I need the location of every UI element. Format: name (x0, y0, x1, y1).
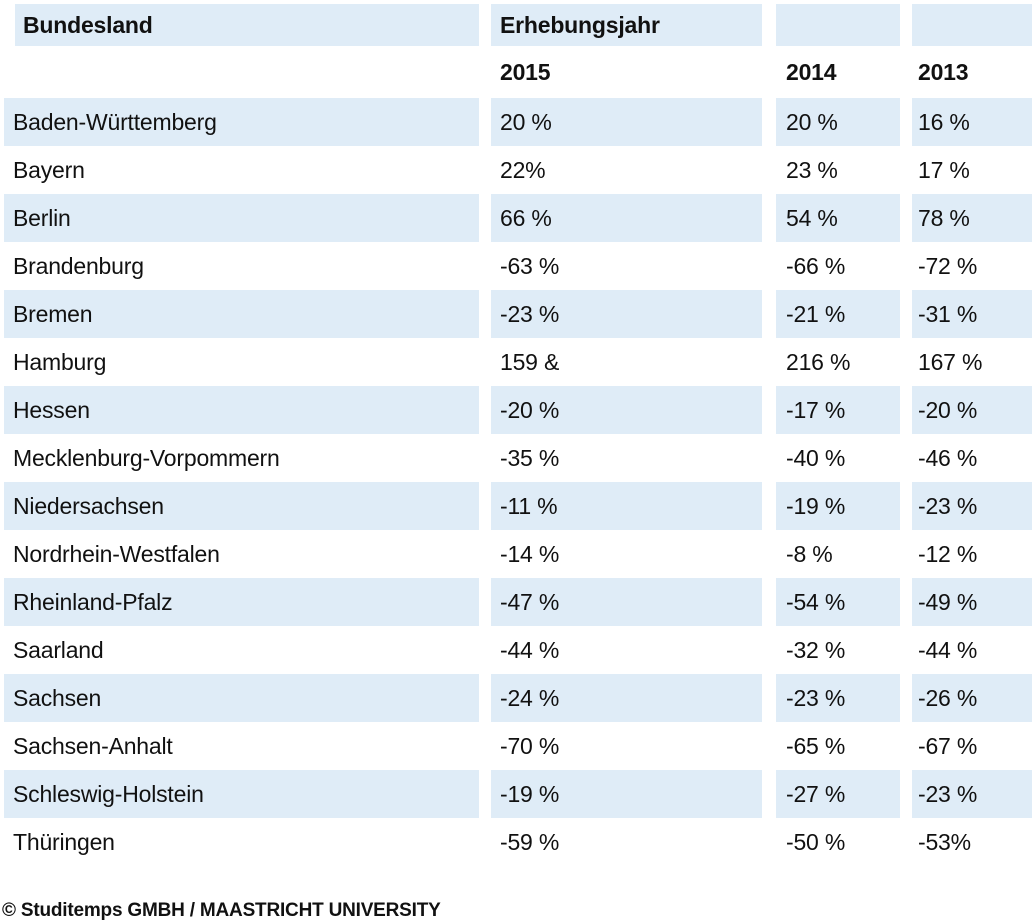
table-body: Baden-Württemberg 20 % 20 % 16 % Bayern … (0, 98, 1032, 866)
value-2015: -14 % (500, 540, 560, 567)
state-name: Bayern (13, 156, 85, 183)
value-2014: -17 % (776, 386, 900, 434)
value-2015: -35 % (500, 444, 560, 471)
value-2014: -27 % (776, 770, 900, 818)
value-2013: -20 % (912, 386, 1032, 434)
value-2015: -20 % (491, 386, 762, 434)
value-2015: -19 % (491, 770, 762, 818)
table-row: Nordrhein-Westfalen -14 % -8 % -12 % (0, 530, 1032, 578)
table-row: Rheinland-Pfalz -47 % -54 % -49 % (0, 578, 1032, 626)
value-2015: -63 % (500, 252, 560, 279)
value-2015: -23 % (491, 290, 762, 338)
table-row: Thüringen -59 % -50 % -53% (0, 818, 1032, 866)
header-bundesland: Bundesland (15, 4, 479, 46)
state-name: Sachsen-Anhalt (13, 732, 173, 759)
value-2014: 54 % (776, 194, 900, 242)
value-2014: -54 % (776, 578, 900, 626)
value-2013: 16 % (912, 98, 1032, 146)
state-name: Baden-Württemberg (4, 98, 479, 146)
value-2013: -72 % (918, 252, 978, 279)
value-2013: -67 % (918, 732, 978, 759)
table-row: Mecklenburg-Vorpommern -35 % -40 % -46 % (0, 434, 1032, 482)
value-2013: -53% (918, 828, 971, 855)
header-erhebungsjahr: Erhebungsjahr (491, 4, 762, 46)
year-label-2014: 2014 (786, 58, 837, 85)
source-credit: © Studitemps GMBH / MAASTRICHT UNIVERSIT… (2, 900, 441, 921)
state-name: Niedersachsen (4, 482, 479, 530)
value-2015: 22% (500, 156, 546, 183)
value-2014: -8 % (786, 540, 833, 567)
value-2013: -46 % (918, 444, 978, 471)
table-row: Berlin 66 % 54 % 78 % (0, 194, 1032, 242)
state-name: Rheinland-Pfalz (4, 578, 479, 626)
state-name: Sachsen (4, 674, 479, 722)
table-row: Baden-Württemberg 20 % 20 % 16 % (0, 98, 1032, 146)
table-header-row: Bundesland Erhebungsjahr (0, 4, 1032, 46)
state-name: Hamburg (13, 348, 107, 375)
state-name: Hessen (4, 386, 479, 434)
table-row: Sachsen-Anhalt -70 % -65 % -67 % (0, 722, 1032, 770)
year-label-2015: 2015 (500, 58, 551, 85)
value-2015: -44 % (500, 636, 560, 663)
value-2015: -70 % (500, 732, 560, 759)
value-2014: -40 % (786, 444, 846, 471)
state-name: Brandenburg (13, 252, 144, 279)
table-year-row: 2015 2014 2013 (0, 46, 1032, 98)
value-2015: -11 % (491, 482, 762, 530)
table-row: Saarland -44 % -32 % -44 % (0, 626, 1032, 674)
value-2013: -44 % (918, 636, 978, 663)
value-2013: -23 % (912, 482, 1032, 530)
value-2014: -50 % (786, 828, 846, 855)
state-name: Schleswig-Holstein (4, 770, 479, 818)
table-row: Bayern 22% 23 % 17 % (0, 146, 1032, 194)
table-row: Hamburg 159 & 216 % 167 % (0, 338, 1032, 386)
header-spacer-1 (776, 4, 900, 46)
value-2013: 17 % (918, 156, 970, 183)
value-2013: -49 % (912, 578, 1032, 626)
value-2013: -12 % (918, 540, 978, 567)
value-2013: -26 % (912, 674, 1032, 722)
value-2013: 167 % (918, 348, 983, 375)
state-name: Mecklenburg-Vorpommern (13, 444, 280, 471)
value-2014: -23 % (776, 674, 900, 722)
state-name: Bremen (4, 290, 479, 338)
state-name: Nordrhein-Westfalen (13, 540, 220, 567)
state-name: Thüringen (13, 828, 115, 855)
value-2014: -19 % (776, 482, 900, 530)
value-2013: -31 % (912, 290, 1032, 338)
value-2014: -66 % (786, 252, 846, 279)
value-2015: 66 % (491, 194, 762, 242)
table-row: Schleswig-Holstein -19 % -27 % -23 % (0, 770, 1032, 818)
table-row: Bremen -23 % -21 % -31 % (0, 290, 1032, 338)
value-2015: -59 % (500, 828, 560, 855)
value-2014: -65 % (786, 732, 846, 759)
value-2015: 20 % (491, 98, 762, 146)
state-name: Berlin (4, 194, 479, 242)
value-2015: -24 % (491, 674, 762, 722)
table-row: Brandenburg -63 % -66 % -72 % (0, 242, 1032, 290)
value-2014: 216 % (786, 348, 851, 375)
value-2014: 23 % (786, 156, 838, 183)
header-spacer-2 (912, 4, 1032, 46)
table-row: Sachsen -24 % -23 % -26 % (0, 674, 1032, 722)
state-name: Saarland (13, 636, 104, 663)
value-2015: -47 % (491, 578, 762, 626)
value-2014: 20 % (776, 98, 900, 146)
value-2015: 159 & (500, 348, 560, 375)
year-label-2013: 2013 (918, 58, 969, 85)
value-2014: -32 % (786, 636, 846, 663)
table-row: Niedersachsen -11 % -19 % -23 % (0, 482, 1032, 530)
year-spacer (4, 46, 479, 98)
value-2013: 78 % (912, 194, 1032, 242)
value-2014: -21 % (776, 290, 900, 338)
table-row: Hessen -20 % -17 % -20 % (0, 386, 1032, 434)
value-2013: -23 % (912, 770, 1032, 818)
